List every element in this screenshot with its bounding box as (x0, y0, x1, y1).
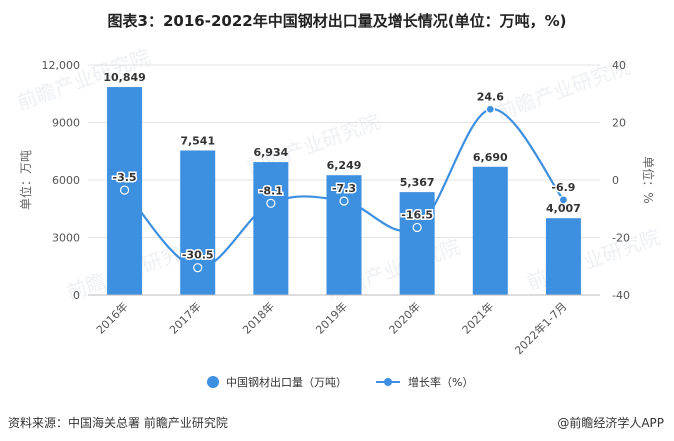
y-right-tick-label: -20 (612, 232, 630, 245)
bar-value-label: 10,849 (103, 71, 145, 84)
rate-point (193, 263, 203, 273)
bar-value-label: 4,007 (546, 202, 581, 215)
bar-value-label: 6,249 (327, 159, 362, 172)
bar (326, 175, 362, 295)
bar (180, 150, 216, 295)
y-right-axis-title: 单位：% (641, 156, 656, 203)
legend[interactable]: 中国钢材出口量（万吨） 增长率（%） (207, 375, 473, 389)
legend-line-label: 增长率（%） (408, 375, 473, 389)
bar-value-label: 7,541 (180, 134, 215, 147)
legend-line-dot (384, 378, 392, 386)
bar (545, 218, 581, 295)
brand-credit: @前瞻经济学人APP (557, 416, 664, 430)
bar (399, 192, 435, 295)
rate-value-label: -8.1 (259, 184, 283, 197)
x-tick-label: 2016年 (93, 299, 130, 336)
y-right-tick-label: 0 (612, 174, 619, 187)
y-right-tick-label: 20 (612, 117, 626, 130)
rate-value-label: -6.9 (551, 181, 575, 194)
y-left-tick-label: 12,000 (42, 59, 81, 72)
rate-point (339, 196, 349, 206)
source-note: 资料来源：中国海关总署 前瞻产业研究院 (8, 416, 228, 430)
x-tick-label: 2018年 (240, 299, 277, 336)
rate-point (266, 198, 276, 208)
bar-value-label: 6,934 (253, 146, 288, 159)
watermark-text: 前瞻产业研究院 (524, 224, 664, 294)
rate-value-label: 24.6 (477, 90, 504, 103)
rate-value-label: -3.5 (113, 171, 137, 184)
rate-value-label: -7.3 (332, 182, 356, 195)
bar (472, 166, 508, 295)
data-labels: 10,849 7,541 6,934 6,249 5,367 6,690 4,007 -3.5… (103, 71, 581, 263)
x-tick-label: 2021年 (459, 299, 496, 336)
rate-value-label: -30.5 (182, 249, 214, 262)
bar-value-label: 6,690 (473, 151, 508, 164)
y-left-tick-label: 9000 (52, 117, 80, 130)
legend-bar-label: 中国钢材出口量（万吨） (226, 375, 347, 389)
rate-point (412, 222, 422, 233)
rate-point (485, 104, 495, 114)
rate-point (558, 195, 569, 205)
y-right-tick-label: -40 (612, 289, 630, 302)
rate-points (119, 104, 569, 273)
chart-title: 图表3：2016-2022年中国钢材出口量及增长情况(单位：万吨，%) (107, 12, 567, 30)
bar-value-label: 5,367 (400, 176, 435, 189)
y-left-tick-label: 3000 (52, 232, 80, 245)
x-tick-label: 2017年 (166, 299, 203, 336)
rate-point (119, 185, 130, 195)
y-left-axis-title: 单位：万吨 (18, 150, 33, 210)
y-left-tick-label: 0 (73, 289, 80, 302)
y-right-tick-label: 40 (612, 59, 626, 72)
bar (253, 162, 289, 295)
y-left-tick-label: 6000 (52, 174, 80, 187)
rate-value-label: -16.5 (401, 208, 433, 221)
legend-bar-marker (207, 376, 219, 388)
x-tick-label: 2020年 (386, 299, 423, 336)
x-tick-label: 2022年1-7月 (512, 299, 570, 357)
x-tick-label: 2019年 (313, 299, 350, 336)
